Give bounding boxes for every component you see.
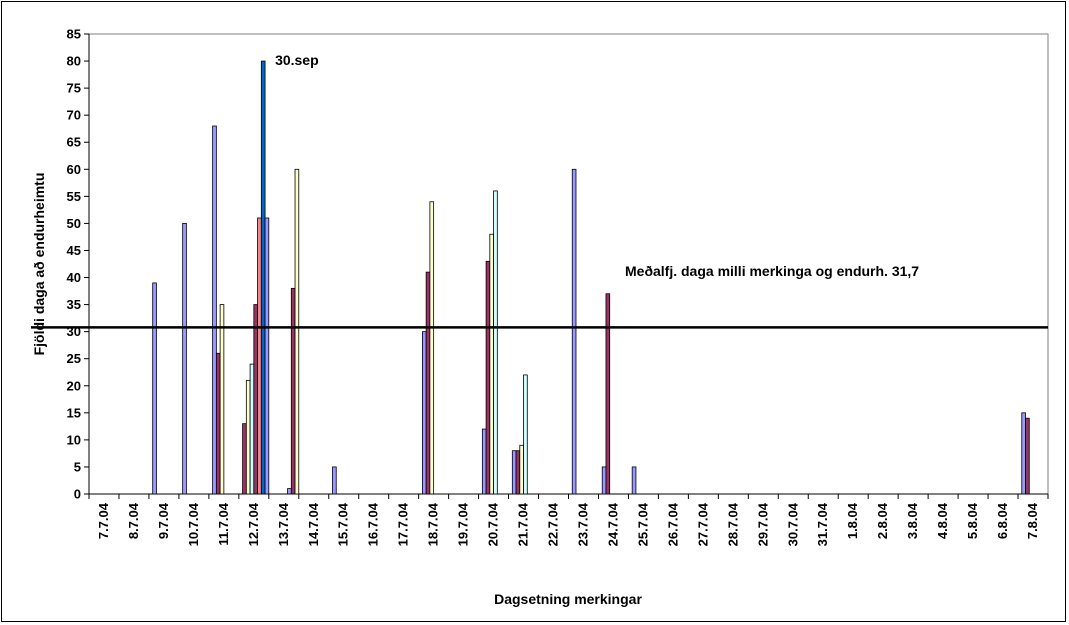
x-tick-label: 12.7.04 <box>246 502 261 546</box>
y-tick-label: 70 <box>67 108 81 123</box>
x-tick-label: 8.7.04 <box>126 502 141 539</box>
x-tick-label: 5.8.04 <box>965 502 980 539</box>
x-tick-label: 4.8.04 <box>935 502 950 539</box>
y-tick-label: 10 <box>67 432 81 447</box>
x-tick-label: 17.7.04 <box>396 502 411 546</box>
y-tick-label: 75 <box>67 81 81 96</box>
y-tick-label: 5 <box>74 459 81 474</box>
bar <box>493 190 498 495</box>
bar <box>260 60 266 495</box>
x-tick-label: 18.7.04 <box>426 502 441 546</box>
bar <box>332 466 337 495</box>
bar <box>605 293 611 495</box>
x-tick-label: 26.7.04 <box>665 502 680 546</box>
y-tick-label: 60 <box>67 162 81 177</box>
bar <box>294 168 300 495</box>
bar <box>571 168 577 495</box>
x-tick-label: 10.7.04 <box>186 502 201 546</box>
bar <box>249 363 255 495</box>
x-tick-label: 29.7.04 <box>755 502 770 546</box>
bar <box>219 304 225 495</box>
y-tick-label: 65 <box>67 135 81 150</box>
bar <box>152 282 157 495</box>
bar <box>264 217 270 495</box>
bar <box>481 428 487 495</box>
y-tick-label: 50 <box>67 216 81 231</box>
bars <box>152 60 1030 495</box>
bar <box>215 352 221 495</box>
bar <box>1025 417 1030 495</box>
x-tick-label: 19.7.04 <box>456 502 471 546</box>
bar <box>253 304 258 495</box>
x-tick-label: 13.7.04 <box>276 502 291 546</box>
y-tick-label: 25 <box>67 351 81 366</box>
bar <box>1021 412 1026 495</box>
x-tick-label: 14.7.04 <box>306 502 321 546</box>
x-tick-label: 6.8.04 <box>995 502 1010 539</box>
x-tick-label: 31.7.04 <box>815 502 830 546</box>
y-tick-label: 80 <box>67 54 81 69</box>
x-tick-label: 22.7.04 <box>546 502 561 546</box>
x-tick-label: 11.7.04 <box>216 502 231 545</box>
bar <box>429 201 435 495</box>
y-tick-label: 45 <box>67 243 81 258</box>
average-line-label: Meðalfj. daga milli merkinga og endurh. … <box>625 263 919 279</box>
x-tick-label: 7.7.04 <box>96 502 111 539</box>
bar <box>523 374 528 495</box>
bar <box>631 466 637 495</box>
bar <box>519 444 524 495</box>
bar <box>182 223 187 495</box>
bar <box>485 260 491 495</box>
bar <box>515 450 521 495</box>
bar <box>212 125 217 495</box>
y-tick-label: 40 <box>67 270 81 285</box>
bar <box>422 331 427 495</box>
x-tick-label: 1.8.04 <box>845 502 860 539</box>
y-tick-label: 0 <box>74 487 81 502</box>
bar <box>489 233 494 495</box>
x-axis: 7.7.04 8.7.04 9.7.04 10.7.04 11.7.04 12.7.04 1… <box>88 493 1049 546</box>
x-tick-label: 2.8.04 <box>875 502 890 539</box>
y-tick-label: 15 <box>67 405 81 420</box>
bar-annotation: 30.sep <box>275 52 319 68</box>
bar <box>511 450 517 495</box>
x-tick-label: 25.7.04 <box>635 502 650 546</box>
bar <box>242 423 247 495</box>
bar <box>245 379 251 495</box>
y-tick-label: 20 <box>67 378 81 393</box>
x-tick-label: 28.7.04 <box>725 502 740 546</box>
bar <box>425 271 431 495</box>
x-tick-label: 20.7.04 <box>486 502 501 546</box>
y-axis-title: Fjöldi daga að endurheimtu <box>31 173 47 356</box>
x-tick-label: 30.7.04 <box>785 502 800 546</box>
bar <box>287 488 292 495</box>
x-tick-label: 7.8.04 <box>1025 502 1040 539</box>
x-tick-label: 21.7.04 <box>516 502 531 546</box>
x-tick-label: 3.8.04 <box>905 502 920 539</box>
bar <box>290 287 296 495</box>
x-tick-label: 27.7.04 <box>695 502 710 546</box>
x-tick-label: 15.7.04 <box>336 502 351 546</box>
y-tick-label: 85 <box>67 27 81 42</box>
x-tick-label: 9.7.04 <box>156 502 171 539</box>
y-tick-label: 55 <box>67 189 81 204</box>
bar <box>257 217 262 495</box>
x-tick-label: 16.7.04 <box>366 502 381 546</box>
x-axis-title: Dagsetning merkingar <box>494 591 642 607</box>
overlay: Meðalfj. daga milli merkinga og endurh. … <box>31 52 1048 329</box>
y-tick-label: 35 <box>67 297 81 312</box>
x-tick-label: 24.7.04 <box>605 502 620 546</box>
bar <box>601 466 607 495</box>
x-tick-label: 23.7.04 <box>575 502 590 546</box>
